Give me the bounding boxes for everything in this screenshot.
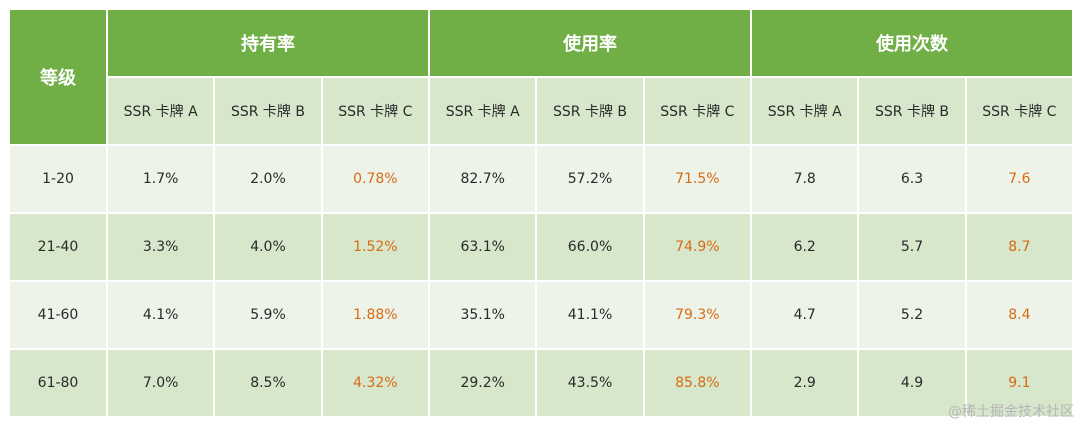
level-cell: 41-60 [8,280,108,350]
level-cell: 21-40 [8,212,108,282]
level-cell: 1-20 [8,144,108,214]
column-header: SSR 卡牌 C [642,76,753,146]
table-cell: 7.8 [750,144,860,214]
group-header-usage-rate: 使用率 [428,8,753,78]
table-cell-highlight: 0.78% [320,144,431,214]
table-cell: 43.5% [535,348,645,418]
column-header: SSR 卡牌 B [535,76,645,146]
table-cell: 3.3% [105,212,216,282]
table-cell: 5.9% [213,280,323,350]
table-cell: 57.2% [535,144,645,214]
table-cell: 6.2 [750,212,860,282]
table-cell: 82.7% [428,144,538,214]
table-cell-highlight: 71.5% [642,144,753,214]
table-cell-highlight: 74.9% [642,212,753,282]
watermark: @稀土掘金技术社区 [948,404,1074,420]
table-cell-highlight: 79.3% [642,280,753,350]
table-cell: 5.7 [857,212,967,282]
table-row: 1-20 1.7% 2.0% 0.78% 82.7% 57.2% 71.5% 7… [8,144,1075,214]
column-header: SSR 卡牌 B [857,76,967,146]
column-header: SSR 卡牌 A [428,76,538,146]
table-cell: 2.0% [213,144,323,214]
level-header: 等级 [8,8,108,146]
table-cell: 63.1% [428,212,538,282]
table-cell: 2.9 [750,348,860,418]
table-cell: 66.0% [535,212,645,282]
table-container: 等级 持有率 使用率 使用次数 SSR 卡牌 A SSR 卡牌 B SSR 卡牌… [8,8,1075,418]
column-header-row: SSR 卡牌 A SSR 卡牌 B SSR 卡牌 C SSR 卡牌 A SSR … [9,76,1075,146]
table-cell: 41.1% [535,280,645,350]
table-cell: 4.7 [750,280,860,350]
table-cell-highlight: 85.8% [642,348,753,418]
table-cell-highlight: 7.6 [964,144,1075,214]
table-cell: 4.9 [857,348,967,418]
table-cell: 6.3 [857,144,967,214]
table-row: 41-60 4.1% 5.9% 1.88% 35.1% 41.1% 79.3% … [8,280,1075,350]
column-header: SSR 卡牌 A [750,76,860,146]
group-header-row: 等级 持有率 使用率 使用次数 [8,8,1075,146]
column-header: SSR 卡牌 A [105,76,216,146]
column-header: SSR 卡牌 B [213,76,323,146]
table-cell: 4.1% [105,280,216,350]
table-cell: 35.1% [428,280,538,350]
table-row: 21-40 3.3% 4.0% 1.52% 63.1% 66.0% 74.9% … [8,212,1075,282]
table-cell-highlight: 1.52% [320,212,431,282]
table-cell: 4.0% [213,212,323,282]
group-header-usage-count: 使用次数 [750,8,1075,78]
table-cell-highlight: 9.1 [964,348,1075,418]
table-cell-highlight: 4.32% [320,348,431,418]
table-cell: 7.0% [105,348,216,418]
table-cell-highlight: 8.7 [964,212,1075,282]
table-cell-highlight: 1.88% [320,280,431,350]
column-header: SSR 卡牌 C [320,76,431,146]
table-cell: 1.7% [105,144,216,214]
table-row: 61-80 7.0% 8.5% 4.32% 29.2% 43.5% 85.8% … [8,348,1075,418]
ssr-card-stats-table: 等级 持有率 使用率 使用次数 SSR 卡牌 A SSR 卡牌 B SSR 卡牌… [8,8,1075,418]
column-header: SSR 卡牌 C [964,76,1075,146]
level-cell: 61-80 [8,348,108,418]
table-cell: 5.2 [857,280,967,350]
table-cell: 29.2% [428,348,538,418]
table-cell-highlight: 8.4 [964,280,1075,350]
table-cell: 8.5% [213,348,323,418]
group-header-ownership: 持有率 [105,8,431,78]
